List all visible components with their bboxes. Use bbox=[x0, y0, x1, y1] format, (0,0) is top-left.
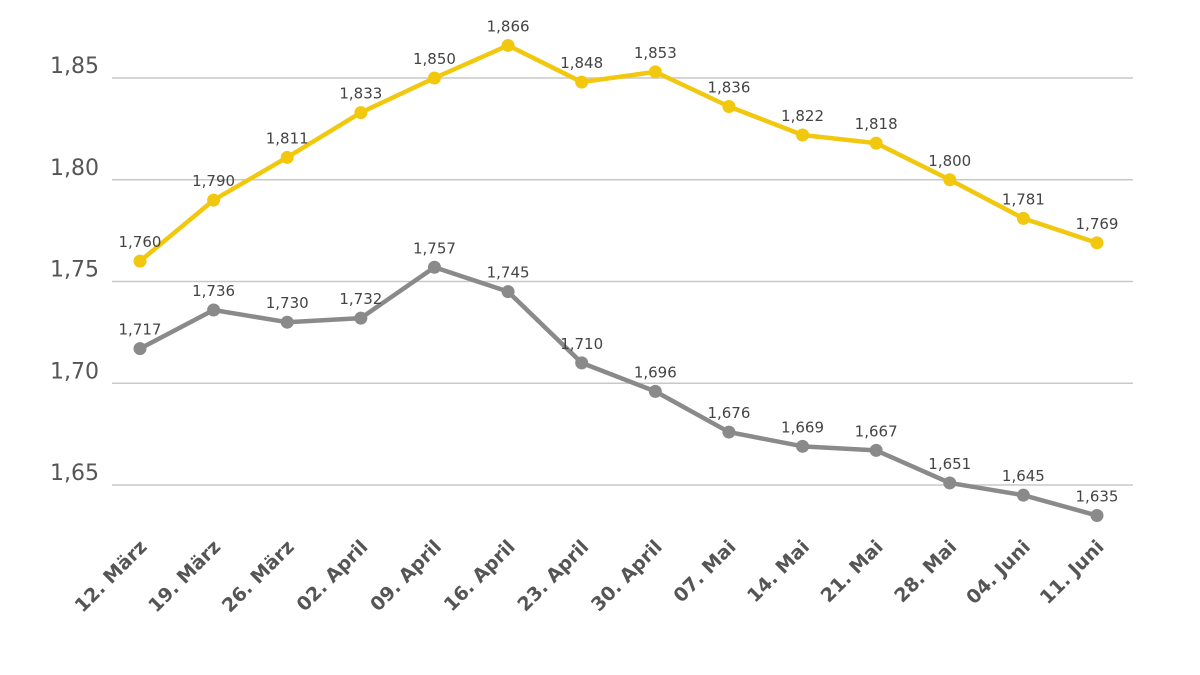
data-label: 1,822 bbox=[781, 107, 824, 125]
x-tick-label: 07. Mai bbox=[669, 536, 740, 607]
data-point bbox=[943, 173, 957, 187]
data-label: 1,800 bbox=[928, 152, 971, 170]
data-label: 1,635 bbox=[1076, 488, 1119, 506]
data-point bbox=[869, 136, 883, 150]
series-line-yellow bbox=[137, 43, 1100, 264]
data-label: 1,710 bbox=[560, 335, 603, 353]
x-tick-label: 28. Mai bbox=[890, 536, 961, 607]
data-label: 1,717 bbox=[119, 321, 162, 339]
data-label: 1,667 bbox=[855, 422, 898, 440]
x-tick-label: 02. April bbox=[292, 536, 372, 616]
data-point bbox=[280, 150, 294, 164]
data-label: 1,736 bbox=[192, 282, 235, 300]
data-point bbox=[1090, 236, 1104, 250]
y-axis-ticks: 1,65 1,70 1,75 1,80 1,85 bbox=[50, 54, 99, 486]
x-tick-label: 09. April bbox=[366, 536, 446, 616]
x-tick-label: 12. März bbox=[71, 536, 152, 617]
data-point bbox=[501, 38, 515, 52]
data-point bbox=[722, 425, 736, 439]
data-point bbox=[1016, 488, 1030, 502]
data-label: 1,853 bbox=[634, 44, 677, 62]
data-point bbox=[648, 65, 662, 79]
data-point bbox=[427, 71, 441, 85]
data-label: 1,745 bbox=[487, 264, 530, 282]
data-point bbox=[427, 260, 441, 274]
x-tick-label: 21. Mai bbox=[817, 536, 888, 607]
x-tick-label: 19. März bbox=[144, 536, 225, 617]
data-label: 1,833 bbox=[339, 85, 382, 103]
data-label: 1,848 bbox=[560, 54, 603, 72]
data-point bbox=[133, 254, 147, 268]
data-point bbox=[280, 315, 294, 329]
data-label: 1,811 bbox=[266, 129, 309, 147]
data-point bbox=[648, 384, 662, 398]
y-tick-label: 1,80 bbox=[50, 156, 99, 181]
y-tick-label: 1,65 bbox=[50, 461, 99, 486]
data-label: 1,732 bbox=[339, 290, 382, 308]
x-tick-label: 23. April bbox=[513, 536, 593, 616]
data-point bbox=[796, 128, 810, 142]
data-label: 1,757 bbox=[413, 239, 456, 257]
data-point bbox=[869, 443, 883, 457]
data-label: 1,781 bbox=[1002, 190, 1045, 208]
data-point bbox=[796, 439, 810, 453]
y-tick-label: 1,75 bbox=[50, 258, 99, 283]
data-point bbox=[943, 476, 957, 490]
x-tick-label: 30. April bbox=[587, 536, 667, 616]
data-label: 1,669 bbox=[781, 418, 824, 436]
x-tick-label: 16. April bbox=[440, 536, 520, 616]
data-label: 1,696 bbox=[634, 363, 677, 381]
series: 1,760 1,790 1,811 1,833 1,850 1,866 1,848 1,853… bbox=[119, 17, 1119, 523]
data-point bbox=[575, 356, 589, 370]
y-tick-label: 1,85 bbox=[50, 54, 99, 79]
series-gray: 1,717 1,736 1,730 1,732 1,757 1,745 1,710 1,696… bbox=[119, 239, 1119, 523]
data-point bbox=[501, 285, 515, 299]
data-point bbox=[1090, 509, 1104, 523]
x-tick-label: 11. Juni bbox=[1036, 536, 1109, 609]
data-point bbox=[354, 106, 368, 120]
data-label: 1,836 bbox=[707, 78, 750, 96]
x-tick-label: 04. Juni bbox=[962, 536, 1035, 609]
data-point bbox=[575, 75, 589, 89]
x-tick-label: 14. Mai bbox=[743, 536, 814, 607]
data-label: 1,790 bbox=[192, 172, 235, 190]
data-label: 1,850 bbox=[413, 50, 456, 68]
data-point bbox=[207, 193, 221, 207]
data-label: 1,760 bbox=[119, 233, 162, 251]
data-point bbox=[1016, 211, 1030, 225]
data-label: 1,730 bbox=[266, 294, 309, 312]
series-yellow: 1,760 1,790 1,811 1,833 1,850 1,866 1,848 1,853… bbox=[119, 17, 1119, 268]
data-label: 1,645 bbox=[1002, 467, 1045, 485]
data-point bbox=[354, 311, 368, 325]
data-label: 1,866 bbox=[487, 17, 530, 35]
series-line-gray bbox=[137, 265, 1100, 518]
y-tick-label: 1,70 bbox=[50, 359, 99, 384]
x-tick-label: 26. März bbox=[218, 536, 299, 617]
data-point bbox=[207, 303, 221, 317]
data-label: 1,676 bbox=[707, 404, 750, 422]
data-label: 1,651 bbox=[928, 455, 971, 473]
data-label: 1,769 bbox=[1076, 215, 1119, 233]
data-point bbox=[722, 99, 736, 113]
data-label: 1,818 bbox=[855, 115, 898, 133]
data-point bbox=[133, 342, 147, 356]
